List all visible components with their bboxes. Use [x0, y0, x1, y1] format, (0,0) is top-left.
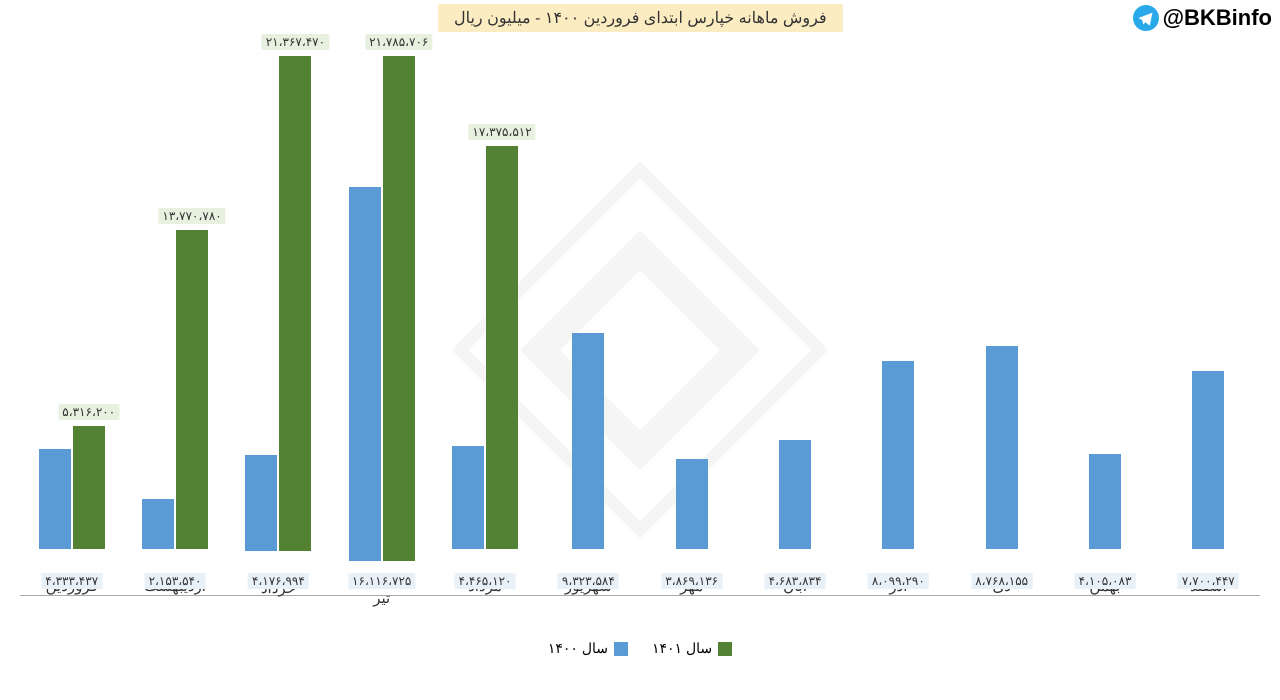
- bar-label-1401: ۱۳،۷۷۰،۷۸۰: [158, 208, 225, 224]
- bar-1401: ۵،۳۱۶،۲۰۰: [73, 426, 105, 549]
- month-group: ۸،۰۹۹،۲۹۰آذر: [847, 56, 950, 595]
- bar-label-1400: ۴،۱۰۵،۰۸۳: [1075, 573, 1136, 589]
- bar-label-1400: ۴،۱۷۶،۹۹۴: [248, 573, 309, 589]
- month-group: ۹،۳۲۳،۵۸۴شهریور: [537, 56, 640, 595]
- bar-label-1401: ۵،۳۱۶،۲۰۰: [58, 404, 119, 420]
- legend-box-1401: [718, 642, 732, 656]
- bar-label-1400: ۳،۸۶۹،۱۳۶: [661, 573, 722, 589]
- bar-1401: ۲۱،۳۶۷،۴۷۰: [279, 56, 311, 551]
- bar-label-1400: ۲،۱۵۳،۵۴۰: [145, 573, 206, 589]
- bar-1400: [676, 459, 708, 549]
- bars-pair: ۵،۳۱۶،۲۰۰: [39, 56, 105, 549]
- month-group: ۴،۶۸۳،۸۳۴آبان: [743, 56, 846, 595]
- month-group: ۵،۳۱۶،۲۰۰۴،۳۳۳،۴۳۷فروردین: [20, 56, 123, 595]
- bar-label-1400: ۸،۷۶۸،۱۵۵: [971, 573, 1032, 589]
- bar-1400: [779, 440, 811, 549]
- month-group: ۳،۸۶۹،۱۳۶مهر: [640, 56, 743, 595]
- bars-pair: [779, 56, 811, 549]
- bar-1401: ۲۱،۷۸۵،۷۰۶: [383, 56, 415, 561]
- bars-container: ۵،۳۱۶،۲۰۰۴،۳۳۳،۴۳۷فروردین۱۳،۷۷۰،۷۸۰۲،۱۵۳…: [20, 56, 1260, 596]
- telegram-icon: [1133, 5, 1159, 31]
- bar-label-1401: ۲۱،۳۶۷،۴۷۰: [262, 34, 329, 50]
- bar-label-1401: ۱۷،۳۷۵،۵۱۲: [468, 124, 535, 140]
- bars-pair: [882, 56, 914, 549]
- legend: سال ۱۴۰۱ سال ۱۴۰۰: [20, 640, 1260, 657]
- bar-label-1400: ۴،۴۶۵،۱۲۰: [455, 573, 516, 589]
- bar-1401: ۱۳،۷۷۰،۷۸۰: [176, 230, 208, 549]
- bar-1400: [142, 499, 174, 549]
- month-group: ۲۱،۷۸۵،۷۰۶۱۶،۱۱۶،۷۲۵تیر: [330, 56, 433, 595]
- legend-item-1401: سال ۱۴۰۱: [652, 640, 732, 657]
- bars-pair: [676, 56, 708, 549]
- bar-1400: [452, 446, 484, 550]
- bar-1400: [349, 187, 381, 561]
- month-group: ۱۷،۳۷۵،۵۱۲۴،۴۶۵،۱۲۰مرداد: [433, 56, 536, 595]
- bars-pair: [572, 56, 604, 549]
- month-group: ۲۱،۳۶۷،۴۷۰۴،۱۷۶،۹۹۴خرداد: [227, 56, 330, 595]
- bar-label-1400: ۹،۳۲۳،۵۸۴: [558, 573, 619, 589]
- bar-label-1400: ۷،۷۰۰،۴۴۷: [1178, 573, 1239, 589]
- bars-pair: ۲۱،۳۶۷،۴۷۰: [245, 56, 311, 551]
- month-group: ۷،۷۰۰،۴۴۷اسفند: [1157, 56, 1260, 595]
- month-group: ۸،۷۶۸،۱۵۵دی: [950, 56, 1053, 595]
- brand-text: @BKBinfo: [1163, 5, 1272, 31]
- bar-label-1400: ۴،۶۸۳،۸۳۴: [765, 573, 826, 589]
- bars-pair: [986, 56, 1018, 549]
- bar-1400: [39, 449, 71, 549]
- bar-1400: [882, 361, 914, 549]
- brand-handle: @BKBinfo: [1133, 5, 1272, 31]
- month-group: ۱۳،۷۷۰،۷۸۰۲،۱۵۳،۵۴۰اردیبهشت: [123, 56, 226, 595]
- bar-1400: [986, 346, 1018, 549]
- bar-1401: ۱۷،۳۷۵،۵۱۲: [486, 146, 518, 549]
- bar-1400: [245, 455, 277, 552]
- bar-1400: [1192, 371, 1224, 550]
- bars-pair: [1192, 56, 1224, 549]
- bars-pair: [1089, 56, 1121, 549]
- month-name: تیر: [373, 589, 390, 607]
- bar-1400: [572, 333, 604, 549]
- bars-pair: ۱۳،۷۷۰،۷۸۰: [142, 56, 208, 549]
- legend-item-1400: سال ۱۴۰۰: [548, 640, 628, 657]
- legend-label-1401: سال ۱۴۰۱: [652, 640, 712, 657]
- chart-title: فروش ماهانه خپارس ابتدای فروردین ۱۴۰۰ - …: [438, 4, 843, 32]
- legend-box-1400: [614, 642, 628, 656]
- bar-label-1400: ۴،۳۳۳،۴۳۷: [41, 573, 102, 589]
- header: @BKBinfo فروش ماهانه خپارس ابتدای فروردی…: [0, 0, 1280, 36]
- bar-label-1400: ۸،۰۹۹،۲۹۰: [868, 573, 929, 589]
- legend-label-1400: سال ۱۴۰۰: [548, 640, 608, 657]
- bar-label-1400: ۱۶،۱۱۶،۷۲۵: [348, 573, 415, 589]
- bar-1400: [1089, 454, 1121, 549]
- bars-pair: ۲۱،۷۸۵،۷۰۶: [349, 56, 415, 561]
- bar-label-1401: ۲۱،۷۸۵،۷۰۶: [365, 34, 432, 50]
- chart-area: ۵،۳۱۶،۲۰۰۴،۳۳۳،۴۳۷فروردین۱۳،۷۷۰،۷۸۰۲،۱۵۳…: [0, 36, 1280, 636]
- month-group: ۴،۱۰۵،۰۸۳بهمن: [1053, 56, 1156, 595]
- bars-pair: ۱۷،۳۷۵،۵۱۲: [452, 56, 518, 549]
